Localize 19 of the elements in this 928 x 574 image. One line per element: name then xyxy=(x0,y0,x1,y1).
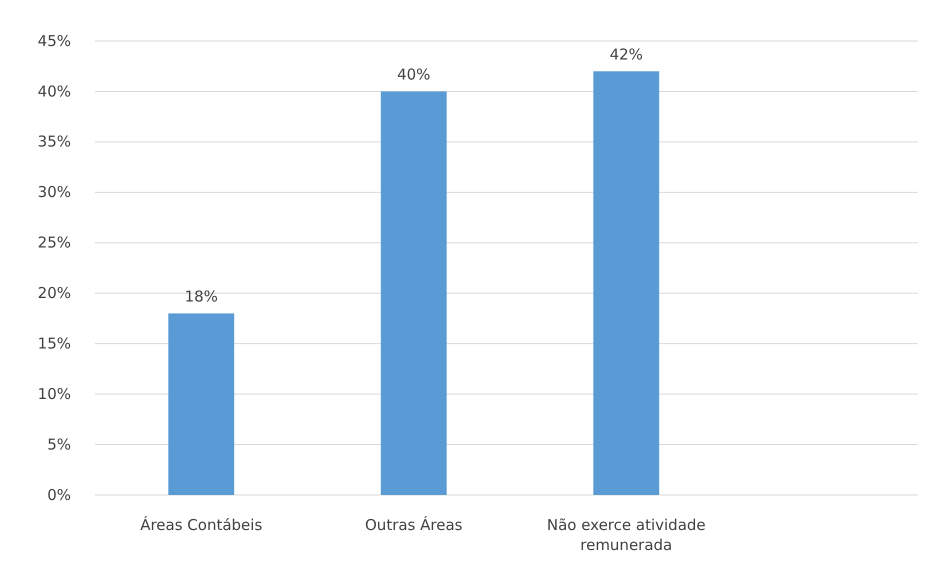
y-tick-label: 5% xyxy=(47,435,71,454)
y-tick-label: 0% xyxy=(47,486,71,504)
y-tick-label: 45% xyxy=(38,32,71,50)
x-tick-label: Outras Áreas xyxy=(365,516,463,534)
y-tick-label: 40% xyxy=(38,82,71,100)
data-label: 40% xyxy=(397,65,430,84)
x-tick-label: Não exerce atividade remunerada xyxy=(546,516,706,554)
bar xyxy=(380,91,447,495)
x-tick-label: Áreas Contábeis xyxy=(140,516,262,534)
data-label: 18% xyxy=(184,287,218,306)
y-tick-label: 25% xyxy=(38,234,71,252)
data-label: 42% xyxy=(610,45,643,64)
y-tick-label: 10% xyxy=(38,384,71,403)
bar xyxy=(168,313,234,495)
bar xyxy=(593,71,660,495)
y-tick-label: 30% xyxy=(38,183,71,202)
y-tick-label: 15% xyxy=(38,334,71,352)
y-tick-label: 35% xyxy=(38,132,71,151)
y-tick-label: 20% xyxy=(38,284,71,302)
